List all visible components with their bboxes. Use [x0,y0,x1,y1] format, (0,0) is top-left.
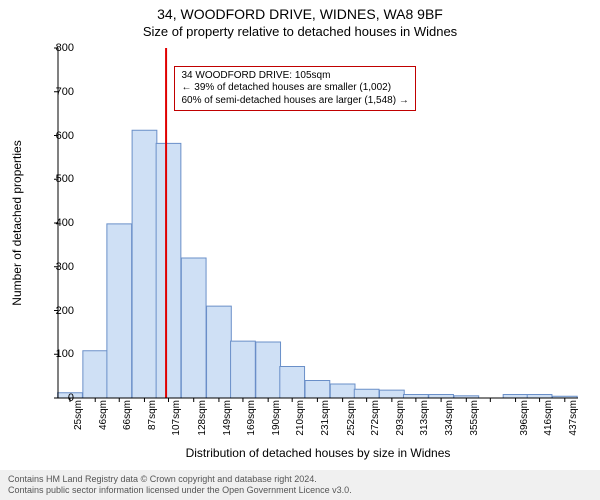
y-tick-label: 100 [34,348,74,360]
x-tick-label: 355sqm [469,400,480,450]
annotation-line-2: ← 39% of detached houses are smaller (1,… [181,82,408,95]
x-tick-label: 272sqm [370,400,381,450]
x-tick-label: 210sqm [295,400,306,450]
x-tick-label: 25sqm [73,400,84,450]
x-tick-label: 334sqm [444,400,455,450]
histogram-bar [256,342,281,398]
x-tick-label: 416sqm [543,400,554,450]
attribution-footer: Contains HM Land Registry data © Crown c… [0,470,600,500]
histogram-bar [280,367,305,399]
histogram-bar [207,306,232,398]
y-tick-label: 200 [34,305,74,317]
footer-line-1: Contains HM Land Registry data © Crown c… [8,474,592,485]
x-tick-label: 231sqm [320,400,331,450]
histogram-bar [503,395,528,399]
y-tick-label: 700 [34,86,74,98]
y-tick-label: 800 [34,42,74,54]
histogram-bar [354,389,379,398]
histogram-bar [156,143,181,398]
x-tick-label: 128sqm [197,400,208,450]
annotation-line-3: 60% of semi-detached houses are larger (… [181,95,408,108]
property-annotation-box: 34 WOODFORD DRIVE: 105sqm ← 39% of detac… [174,66,415,112]
chart-title-block: 34, WOODFORD DRIVE, WIDNES, WA8 9BF Size… [0,0,600,39]
histogram-bar [107,224,132,398]
x-tick-label: 252sqm [346,400,357,450]
y-tick-label: 300 [34,261,74,273]
histogram-bar [404,395,429,399]
y-tick-label: 600 [34,130,74,142]
x-tick-label: 149sqm [222,400,233,450]
x-tick-label: 437sqm [568,400,579,450]
footer-line-2: Contains public sector information licen… [8,485,592,496]
x-tick-label: 169sqm [246,400,257,450]
chart-title-sub: Size of property relative to detached ho… [0,24,600,39]
x-tick-label: 66sqm [122,400,133,450]
y-tick-label: 0 [34,392,74,404]
histogram-bar [429,395,454,399]
histogram-bar [379,390,404,398]
histogram-bar [330,384,355,398]
x-tick-label: 396sqm [519,400,530,450]
x-tick-label: 293sqm [395,400,406,450]
histogram-bar [83,351,108,398]
histogram-bar [181,258,206,398]
annotation-line-1: 34 WOODFORD DRIVE: 105sqm [181,70,408,83]
x-tick-label: 87sqm [147,400,158,450]
x-tick-label: 46sqm [98,400,109,450]
histogram-bar [231,341,256,398]
y-tick-label: 400 [34,217,74,229]
chart-title-main: 34, WOODFORD DRIVE, WIDNES, WA8 9BF [0,6,600,22]
x-tick-label: 313sqm [419,400,430,450]
x-tick-label: 190sqm [271,400,282,450]
y-axis-label: Number of detached properties [10,48,30,398]
x-axis-label: Distribution of detached houses by size … [58,446,578,460]
histogram-bar [305,381,330,399]
y-tick-label: 500 [34,173,74,185]
histogram-bar [132,130,157,398]
x-tick-label: 107sqm [171,400,182,450]
histogram-bar [527,395,552,399]
